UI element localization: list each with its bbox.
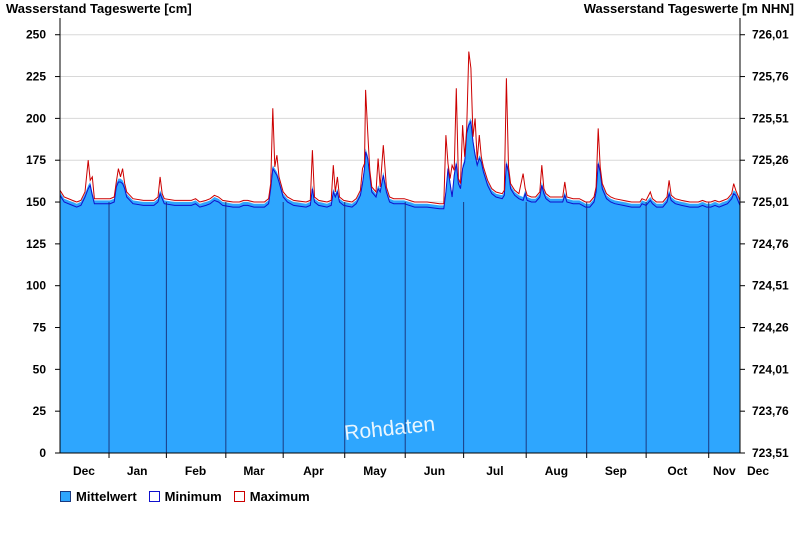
- y-right-tick-label: 725,76: [752, 70, 789, 84]
- y-right-tick-label: 724,51: [752, 279, 789, 293]
- y-right-tick-label: 724,01: [752, 362, 789, 376]
- x-tick-label: Jun: [424, 464, 445, 478]
- y-left-tick-label: 100: [26, 279, 46, 293]
- x-tick-label: Dec: [747, 464, 769, 478]
- legend-item-maximum: Maximum: [233, 489, 310, 504]
- y-right-tick-label: 723,51: [752, 446, 789, 460]
- x-tick-label: May: [363, 464, 387, 478]
- x-tick-label: Sep: [605, 464, 627, 478]
- legend-label-minimum: Minimum: [164, 489, 222, 504]
- y-right-tick-label: 723,76: [752, 404, 789, 418]
- y-right-tick-label: 724,76: [752, 237, 789, 251]
- minimum-line: [59, 120, 741, 210]
- x-tick-label: Jan: [127, 464, 148, 478]
- y-right-tick-label: 725,51: [752, 111, 789, 125]
- mean-area: [60, 118, 740, 454]
- y-left-tick-label: 25: [33, 404, 47, 418]
- right-axis-title: Wasserstand Tageswerte [m NHN]: [583, 1, 794, 16]
- y-right-tick-label: 725,26: [752, 153, 789, 167]
- x-tick-label: Feb: [185, 464, 206, 478]
- y-left-tick-label: 50: [33, 362, 47, 376]
- y-left-tick-label: 150: [26, 195, 46, 209]
- y-left-tick-label: 125: [26, 237, 46, 251]
- axes: [55, 18, 745, 458]
- legend: Mittelwert Minimum Maximum: [60, 489, 310, 504]
- legend-swatch-minimum: [148, 491, 160, 502]
- legend-label-mean: Mittelwert: [76, 489, 137, 504]
- maximum-line: [59, 51, 741, 205]
- legend-swatch-maximum: [233, 491, 245, 502]
- y-right-tick-label: 725,01: [752, 195, 789, 209]
- legend-item-minimum: Minimum: [148, 489, 222, 504]
- left-axis-title: Wasserstand Tageswerte [cm]: [6, 1, 192, 16]
- legend-swatch-mean: [60, 491, 71, 502]
- y-left-tick-label: 250: [26, 28, 46, 42]
- y-left-tick-label: 75: [33, 321, 47, 335]
- y-right-tick-label: 726,01: [752, 28, 789, 42]
- month-separators: [108, 202, 710, 453]
- x-tick-label: Mar: [243, 464, 265, 478]
- y-right-tick-label: 724,26: [752, 321, 789, 335]
- y-left-tick-label: 225: [26, 70, 46, 84]
- x-tick-label: Aug: [545, 464, 568, 478]
- y-left-tick-label: 200: [26, 111, 46, 125]
- legend-item-mean: Mittelwert: [60, 489, 137, 504]
- tick-labels: 0 723,51 25 723,76 50 724,01 75 724,26 100 724,51…: [26, 28, 789, 478]
- mean-area-fill: [60, 118, 740, 454]
- y-left-tick-label: 175: [26, 153, 46, 167]
- x-tick-label: Apr: [303, 464, 324, 478]
- x-tick-label: Oct: [667, 464, 687, 478]
- y-left-tick-label: 0: [39, 446, 46, 460]
- x-tick-label: Jul: [486, 464, 503, 478]
- x-tick-label: Dec: [73, 464, 95, 478]
- series-lines: [59, 51, 741, 210]
- legend-label-maximum: Maximum: [249, 489, 310, 504]
- x-tick-label: Nov: [713, 464, 736, 478]
